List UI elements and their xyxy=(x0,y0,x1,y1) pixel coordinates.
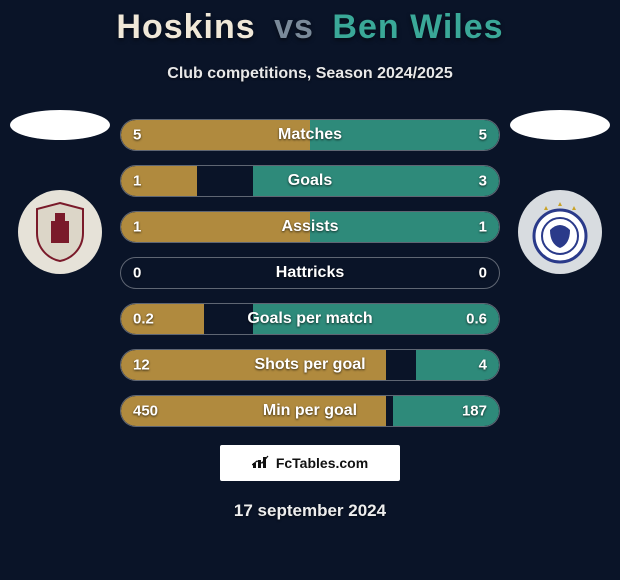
chart-icon xyxy=(252,455,270,472)
stat-label: Assists xyxy=(282,218,339,236)
player1-name: Hoskins xyxy=(116,8,255,46)
stat-row-goals: 1 3 Goals xyxy=(120,165,500,197)
value-right: 187 xyxy=(462,403,487,420)
stat-row-min-per-goal: 450 187 Min per goal xyxy=(120,395,500,427)
stat-row-assists: 1 1 Assists xyxy=(120,211,500,243)
stat-row-goals-per-match: 0.2 0.6 Goals per match xyxy=(120,303,500,335)
value-left: 12 xyxy=(133,357,150,374)
value-right: 4 xyxy=(479,357,487,374)
value-left: 0.2 xyxy=(133,311,154,328)
vs-text: vs xyxy=(274,8,314,46)
date-text: 17 september 2024 xyxy=(0,501,620,521)
club-badge-right xyxy=(518,190,602,274)
circle-badge-icon xyxy=(526,198,594,266)
value-right: 5 xyxy=(479,127,487,144)
club-badge-left xyxy=(18,190,102,274)
stat-rows: 55Matches13Goals11Assists00Hattricks0.20… xyxy=(120,119,500,427)
value-right: 0.6 xyxy=(466,311,487,328)
flag-right xyxy=(510,110,610,140)
crest-left xyxy=(10,110,110,270)
brand-text: FcTables.com xyxy=(276,455,368,471)
value-right: 1 xyxy=(479,219,487,236)
stat-label: Shots per goal xyxy=(254,356,365,374)
value-left: 450 xyxy=(133,403,158,420)
stat-row-matches: 5 5 Matches xyxy=(120,119,500,151)
player2-name: Ben Wiles xyxy=(332,8,503,46)
value-right: 3 xyxy=(479,173,487,190)
flag-left xyxy=(10,110,110,140)
stat-row-hattricks: 0 0 Hattricks xyxy=(120,257,500,289)
stat-row-shots-per-goal: 12 4 Shots per goal xyxy=(120,349,500,381)
stat-label: Hattricks xyxy=(276,264,344,282)
subtitle: Club competitions, Season 2024/2025 xyxy=(0,65,620,83)
stat-label: Matches xyxy=(278,126,342,144)
crest-right xyxy=(510,110,610,270)
value-right: 0 xyxy=(479,265,487,282)
stat-label: Min per goal xyxy=(263,402,357,420)
shield-icon xyxy=(33,201,87,263)
value-left: 0 xyxy=(133,265,141,282)
page-title: Hoskins vs Ben Wiles xyxy=(0,0,620,47)
value-left: 1 xyxy=(133,173,141,190)
value-left: 1 xyxy=(133,219,141,236)
value-left: 5 xyxy=(133,127,141,144)
stat-label: Goals per match xyxy=(247,310,372,328)
branding: FcTables.com xyxy=(220,445,400,481)
stat-label: Goals xyxy=(288,172,332,190)
